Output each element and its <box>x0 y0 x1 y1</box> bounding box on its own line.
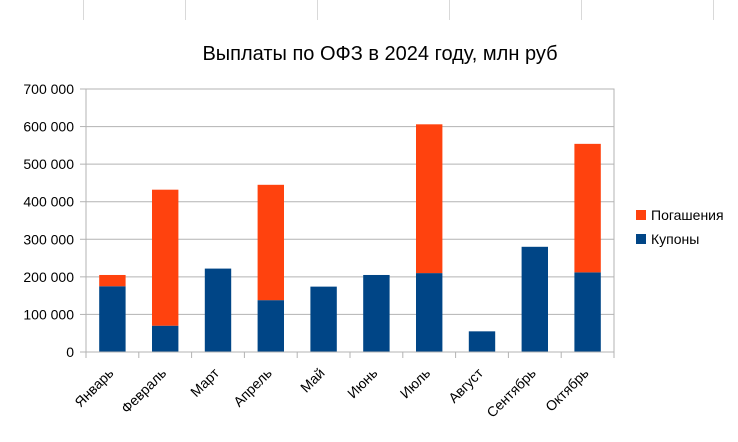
y-tick-label: 500 000 <box>23 156 74 172</box>
bar-coupons <box>257 300 284 352</box>
bar-coupons <box>574 272 601 352</box>
x-tick-label: Июнь <box>344 365 380 401</box>
legend-label: Купоны <box>651 231 699 247</box>
bar-coupons <box>99 286 126 352</box>
legend-label: Погашения <box>651 207 724 223</box>
bar-coupons <box>468 331 496 352</box>
y-tick-label: 100 000 <box>23 306 74 322</box>
x-axis-ticks: Январь Февраль Март Апрель Май Июнь Июль Август… <box>71 352 615 421</box>
bar-coupons <box>363 274 390 352</box>
plot-area-frame <box>85 88 615 353</box>
y-axis-ticks: 0 100 000 200 000 300 000 400 000 500 000 600 … <box>23 81 86 360</box>
bar-coupons <box>152 325 179 352</box>
bar-redemptions <box>416 124 443 274</box>
y-tick-label: 600 000 <box>23 119 74 135</box>
y-tick-label: 0 <box>66 344 74 360</box>
y-tick-label: 200 000 <box>23 269 74 285</box>
bar-coupons <box>310 286 337 352</box>
y-tick-label: 300 000 <box>23 231 74 247</box>
x-tick-label: Март <box>187 364 222 399</box>
bar-coupons <box>416 273 443 352</box>
chart-title: Выплаты по ОФЗ в 2024 году, млн руб <box>202 43 557 65</box>
bar-redemptions <box>257 184 284 301</box>
legend: Погашения Купоны <box>636 207 724 247</box>
y-tick-label: 700 000 <box>23 81 74 97</box>
spreadsheet-grid-lines <box>0 0 738 20</box>
bar-coupons <box>521 246 548 352</box>
x-tick-label: Май <box>297 365 328 396</box>
legend-swatch <box>636 234 646 244</box>
x-tick-label: Сентябрь <box>483 365 539 421</box>
x-tick-label: Апрель <box>230 365 275 410</box>
x-tick-label: Февраль <box>118 365 170 417</box>
bar-redemptions <box>99 274 126 287</box>
x-tick-label: Август <box>445 364 487 406</box>
y-tick-label: 400 000 <box>23 194 74 210</box>
bars <box>99 124 601 352</box>
bar-redemptions <box>574 143 601 273</box>
x-tick-label: Июль <box>397 365 434 402</box>
x-tick-label: Октябрь <box>542 365 592 415</box>
bar-redemptions <box>152 189 179 326</box>
x-tick-label: Январь <box>71 365 116 410</box>
legend-swatch <box>636 210 646 220</box>
bar-coupons <box>204 268 232 352</box>
